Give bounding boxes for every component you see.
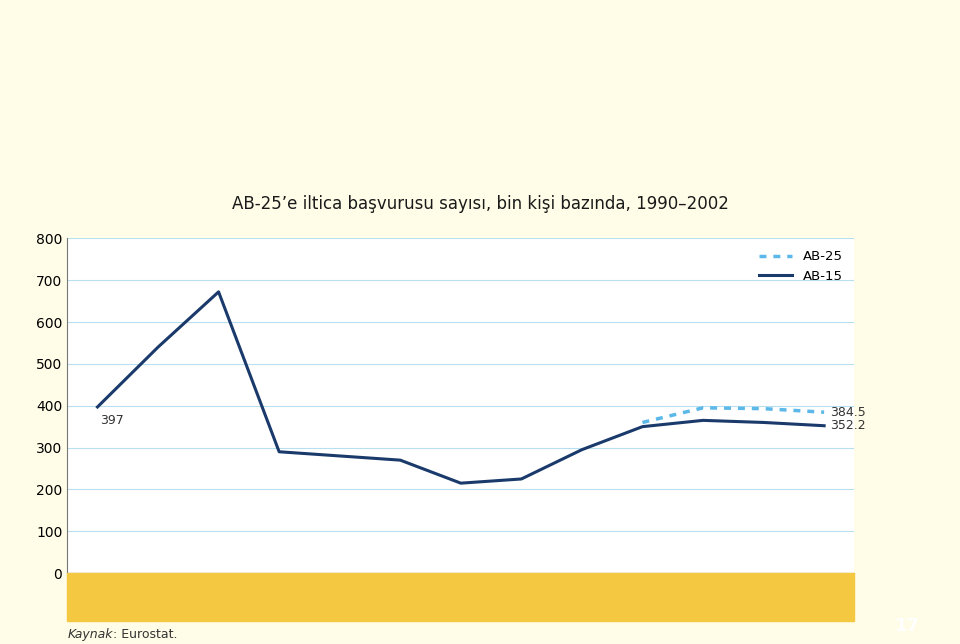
Text: 352.2: 352.2 (830, 419, 866, 432)
Legend: AB-25, AB-15: AB-25, AB-15 (754, 245, 848, 288)
Text: 384.5: 384.5 (830, 406, 866, 419)
Text: : Eurostat.: : Eurostat. (113, 628, 178, 641)
Text: Kaynak: Kaynak (67, 628, 112, 641)
Text: 17: 17 (895, 618, 920, 635)
Text: AB-25’e iltica başvurusu sayısı, bin kişi bazında, 1990–2002: AB-25’e iltica başvurusu sayısı, bin kiş… (231, 194, 729, 213)
Text: 397: 397 (101, 414, 124, 427)
